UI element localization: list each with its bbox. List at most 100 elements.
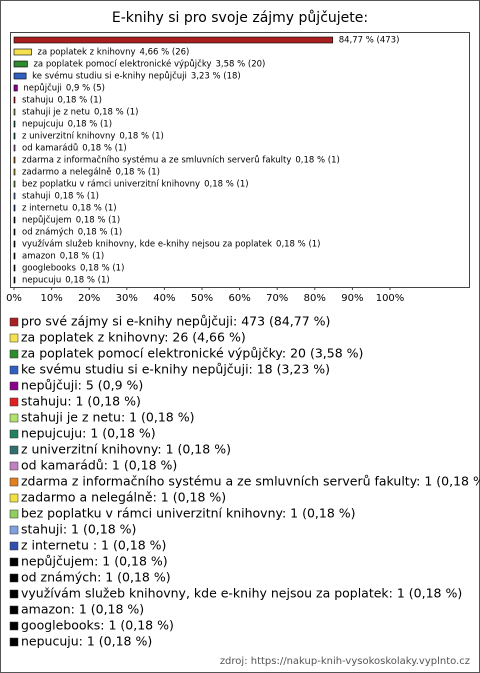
x-tick-label: 0% [6, 293, 22, 304]
bar [13, 120, 16, 128]
legend-label: stahuji: 1 (0,18 %) [21, 522, 136, 537]
x-tick-label: 30% [116, 293, 138, 304]
bar-category-label: bez poplatku v rámci univerzitní knihovn… [22, 180, 200, 190]
bar [13, 168, 16, 176]
bar-category-label: z univerzitní knihovny [22, 132, 115, 142]
bar-value-label: 0,18 % (1) [119, 132, 163, 142]
legend-label: stahuji je z netu: 1 (0,18 %) [21, 410, 195, 425]
source: zdroj: https://nakup-knih-vysokoskolaky.… [220, 656, 470, 667]
legend-label: amazon: 1 (0,18 %) [21, 602, 144, 617]
x-tick-label: 70% [266, 293, 288, 304]
bar [13, 60, 28, 68]
bar-category-label: googlebooks [22, 264, 77, 274]
legend-label: od známých: 1 (0,18 %) [21, 570, 171, 585]
legend-swatch [9, 509, 19, 519]
legend-label: googlebooks: 1 (0,18 %) [21, 618, 174, 633]
bar-value-label: 0,18 % (1) [60, 252, 104, 262]
legend-swatch [9, 621, 19, 631]
legend-swatch [9, 333, 19, 343]
bar-value-label: 0,18 % (1) [204, 180, 248, 190]
legend-label: bez poplatku v rámci univerzitní knihovn… [21, 506, 356, 521]
bar-value-label: 0,18 % (1) [76, 216, 120, 226]
legend-label: nepůjčuji: 5 (0,9 %) [21, 378, 143, 393]
bar [13, 72, 27, 80]
bar [13, 180, 16, 188]
legend-swatch [9, 525, 19, 535]
legend-swatch [9, 461, 19, 471]
bar [13, 84, 18, 92]
bar-category-label: využívám služeb knihovny, kde e-knihy ne… [22, 240, 272, 250]
bar-category-label: nepůjčuji [23, 83, 62, 94]
bar-value-label: 0,18 % (1) [94, 108, 138, 118]
bar-value-label: 84,77 % (473) [339, 36, 400, 46]
legend-swatch [9, 317, 19, 327]
bar-category-label: z internetu [22, 204, 68, 214]
bar-value-label: 0,18 % (1) [80, 264, 124, 274]
legend-swatch [9, 349, 19, 359]
bar [13, 96, 16, 104]
x-tick-label: 80% [304, 293, 326, 304]
bar-category-label: od kamarádů [22, 143, 78, 154]
bar-category-label: nepujcuju [22, 120, 64, 130]
legend-swatch [9, 365, 19, 375]
bar-category-label: zdarma z informačního systému a ze smluv… [22, 155, 291, 166]
bar [13, 132, 16, 140]
legend-label: stahuju: 1 (0,18 %) [21, 394, 141, 409]
x-tick-label: 50% [191, 293, 213, 304]
legend-label: nepůjčujem: 1 (0,18 %) [21, 554, 168, 569]
bar [13, 252, 16, 260]
legend-label: za poplatek z knihovny: 26 (4,66 %) [21, 330, 246, 345]
x-tick-label: 100% [376, 293, 405, 304]
bar-value-label: 0,18 % (1) [276, 240, 320, 250]
bar-value-label: 0,18 % (1) [116, 168, 160, 178]
legend-swatch [9, 381, 19, 391]
bar-value-label: 0,9 % (5) [66, 84, 105, 94]
bar-value-label: 3,23 % (18) [191, 72, 241, 82]
legend-label: ke svému studiu si e-knihy nepůjčuji: 18… [21, 362, 330, 377]
legend-swatch [9, 637, 19, 647]
legend-swatch [9, 397, 19, 407]
bar-value-label: 0,18 % (1) [58, 96, 102, 106]
legend-label: využívám služeb knihovny, kde e-knihy ne… [21, 586, 462, 601]
bar-value-label: 0,18 % (1) [68, 120, 112, 130]
bar [13, 108, 16, 116]
legend-swatch [9, 557, 19, 567]
legend-swatch [9, 573, 19, 583]
bar [13, 240, 16, 248]
x-tick-label: 10% [40, 293, 62, 304]
legend-swatch [9, 493, 19, 503]
bar-category-label: zadarmo a nelegálně [22, 168, 112, 178]
bar [13, 192, 16, 200]
bar-category-label: za poplatek z knihovny [38, 48, 136, 58]
legend-label: za poplatek pomocí elektronické výpůjčky… [21, 346, 363, 361]
bar-value-label: 4,66 % (26) [140, 48, 190, 58]
bar [13, 276, 16, 284]
bar-value-label: 0,18 % (1) [82, 144, 126, 154]
bar-category-label: stahuji je z netu [22, 108, 90, 118]
legend-label: zdarma z informačního systému a ze smluv… [21, 474, 480, 489]
bar-category-label: amazon [22, 252, 56, 262]
legend-swatch [9, 477, 19, 487]
bar [13, 216, 16, 224]
chart-title: E-knihy si pro svoje zájmy půjčujete: [112, 10, 368, 26]
bar-value-label: 0,18 % (1) [295, 156, 339, 166]
bar [13, 204, 16, 212]
bar-category-label: stahuju [22, 96, 54, 106]
legend-label: od kamarádů: 1 (0,18 %) [21, 458, 177, 473]
legend-label: pro své zájmy si e-knihy nepůjčuji: 473 … [21, 314, 330, 329]
legend-swatch [9, 429, 19, 439]
bar-value-label: 0,18 % (1) [65, 276, 109, 286]
x-tick-label: 90% [341, 293, 363, 304]
legend-label: zadarmo a nelegálně: 1 (0,18 %) [21, 490, 226, 505]
bar-value-label: 3,58 % (20) [215, 60, 265, 70]
legend-label: z univerzitní knihovny: 1 (0,18 %) [21, 442, 231, 457]
bar [13, 144, 16, 152]
bar-category-label: stahuji [22, 192, 50, 202]
bar [13, 228, 16, 236]
bar [13, 156, 16, 164]
x-tick-label: 40% [153, 293, 175, 304]
bar-value-label: 0,18 % (1) [72, 204, 116, 214]
